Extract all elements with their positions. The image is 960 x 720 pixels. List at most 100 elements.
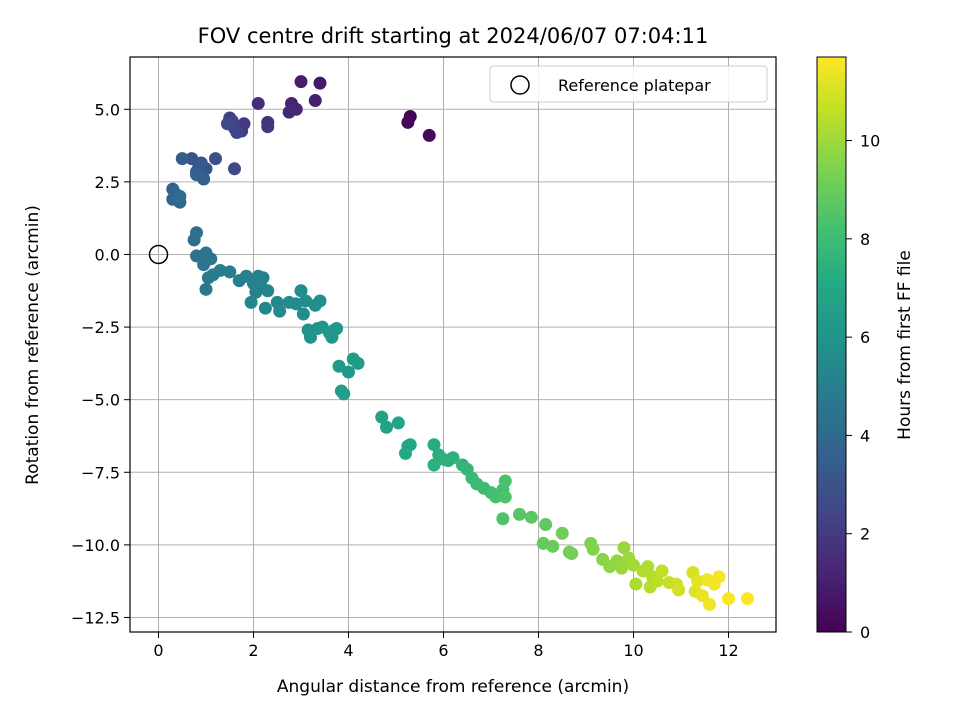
y-tick-label: −5.0 <box>81 391 120 410</box>
scatter-point <box>261 284 275 298</box>
x-grid <box>158 57 729 632</box>
scatter-point <box>627 558 640 572</box>
colorbar-tick-label: 2 <box>860 525 870 544</box>
scatter-point <box>199 282 213 296</box>
scatter-point <box>251 96 265 110</box>
colorbar-tick-label: 4 <box>860 426 870 445</box>
legend-box <box>489 65 768 103</box>
scatter-point <box>304 330 317 344</box>
scatter-point <box>513 507 526 521</box>
scatter-point <box>524 510 538 524</box>
scatter-point <box>565 547 579 561</box>
scatter-point <box>427 458 441 472</box>
x-tick-label: 8 <box>533 641 543 660</box>
colorbar-axis: 0 2 4 6 8 10 <box>846 132 880 642</box>
scatter-point <box>244 295 258 309</box>
scatter-point <box>342 365 355 379</box>
scatter-point <box>496 512 510 526</box>
scatter-point <box>313 76 327 90</box>
scatter-point <box>308 94 322 108</box>
scatter-point <box>220 117 234 131</box>
scatter-point <box>223 265 237 279</box>
y-tick-label: 2.5 <box>95 173 120 192</box>
x-tick-label: 2 <box>248 641 258 660</box>
scatter-point <box>498 474 512 488</box>
scatter-point <box>655 564 669 578</box>
scatter-point <box>228 162 241 176</box>
y-tick-label: 0.0 <box>95 245 120 264</box>
scatter-point <box>175 152 189 166</box>
scatter-point <box>615 561 629 575</box>
x-tick-label: 10 <box>623 641 643 660</box>
scatter-point <box>296 307 310 321</box>
reference-platepar-marker <box>148 244 169 265</box>
scatter-point <box>422 128 436 142</box>
scatter-point <box>230 126 244 140</box>
scatter-point <box>375 410 389 424</box>
scatter-point <box>313 294 327 308</box>
scatter-point <box>691 574 705 588</box>
scatter-point <box>261 120 275 134</box>
scatter-point <box>380 420 393 434</box>
scatter-point <box>741 592 754 606</box>
scatter-point <box>351 356 365 370</box>
scatter-points <box>166 75 754 611</box>
colorbar-label: Hours from first FF file <box>895 250 915 440</box>
scatter-point <box>273 304 287 318</box>
scatter-point <box>703 597 716 611</box>
scatter-point <box>586 542 600 556</box>
y-tick-label: −2.5 <box>81 318 120 337</box>
x-axis: 0 2 4 6 8 10 12 <box>153 632 739 660</box>
scatter-point <box>629 577 643 591</box>
scatter-point <box>213 263 227 277</box>
scatter-point <box>294 284 308 298</box>
scatter-point <box>190 168 203 182</box>
scatter-point <box>722 592 735 606</box>
scatter-point <box>187 233 201 247</box>
scatter-point <box>555 526 569 540</box>
scatter-point <box>712 570 726 584</box>
colorbar <box>816 56 847 633</box>
scatter-point <box>617 541 631 555</box>
x-axis-label: Angular distance from reference (arcmin) <box>277 677 629 697</box>
chart-title: FOV centre drift starting at 2024/06/07 … <box>198 24 709 48</box>
colorbar-tick-label: 6 <box>860 328 870 347</box>
scatter-point <box>539 518 553 532</box>
x-tick-label: 12 <box>718 641 738 660</box>
x-tick-label: 0 <box>153 641 163 660</box>
scatter-point <box>173 189 187 203</box>
legend-marker <box>510 75 530 95</box>
y-grid <box>130 108 776 618</box>
scatter-point <box>427 438 441 452</box>
scatter-point <box>641 560 655 574</box>
legend-label: Reference platepar <box>558 76 711 95</box>
scatter-point <box>327 323 341 337</box>
y-tick-label: −10.0 <box>71 536 120 555</box>
y-tick-label: −12.5 <box>71 608 120 627</box>
scatter-point <box>209 152 222 166</box>
colorbar-tick-label: 8 <box>860 230 870 249</box>
y-tick-label: 5.0 <box>95 100 120 119</box>
scatter-point <box>332 359 346 373</box>
scatter-point <box>401 115 415 129</box>
scatter-point <box>334 384 348 398</box>
scatter-point <box>498 490 512 504</box>
x-tick-label: 6 <box>438 641 448 660</box>
scatter-point <box>282 105 296 119</box>
scatter-point <box>446 451 460 465</box>
scatter-point <box>197 258 211 272</box>
scatter-point <box>695 589 709 603</box>
scatter-point <box>650 574 664 588</box>
y-axis-label: Rotation from reference (arcmin) <box>23 205 43 485</box>
colorbar-tick-label: 10 <box>860 132 880 151</box>
x-tick-label: 4 <box>343 641 353 660</box>
scatter-point <box>399 446 412 460</box>
plot-frame <box>129 56 777 633</box>
scatter-point <box>391 416 405 430</box>
y-axis: 5.0 2.5 0.0 −2.5 −5.0 −7.5 −10.0 −12.5 <box>71 100 130 627</box>
legend: Reference platepar <box>489 65 768 103</box>
scatter-point <box>672 583 686 597</box>
y-tick-label: −7.5 <box>81 463 120 482</box>
colorbar-tick-label: 0 <box>860 623 870 642</box>
